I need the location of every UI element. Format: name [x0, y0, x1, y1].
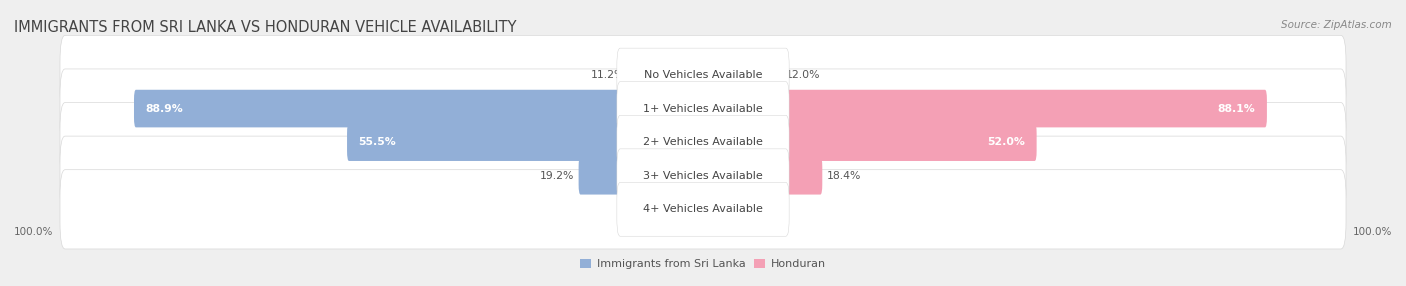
- FancyBboxPatch shape: [60, 136, 1346, 215]
- FancyBboxPatch shape: [702, 157, 823, 194]
- FancyBboxPatch shape: [60, 102, 1346, 182]
- FancyBboxPatch shape: [60, 35, 1346, 115]
- Text: 6.1%: 6.1%: [748, 204, 776, 214]
- Text: 4+ Vehicles Available: 4+ Vehicles Available: [643, 204, 763, 214]
- Text: 100.0%: 100.0%: [14, 227, 53, 237]
- FancyBboxPatch shape: [617, 115, 789, 169]
- Legend: Immigrants from Sri Lanka, Honduran: Immigrants from Sri Lanka, Honduran: [579, 259, 827, 269]
- Text: IMMIGRANTS FROM SRI LANKA VS HONDURAN VEHICLE AVAILABILITY: IMMIGRANTS FROM SRI LANKA VS HONDURAN VE…: [14, 20, 516, 35]
- FancyBboxPatch shape: [579, 157, 704, 194]
- Text: 2+ Vehicles Available: 2+ Vehicles Available: [643, 137, 763, 147]
- FancyBboxPatch shape: [702, 90, 1267, 127]
- Text: 3+ Vehicles Available: 3+ Vehicles Available: [643, 171, 763, 181]
- FancyBboxPatch shape: [617, 149, 789, 202]
- FancyBboxPatch shape: [617, 82, 789, 136]
- Text: 1+ Vehicles Available: 1+ Vehicles Available: [643, 104, 763, 114]
- Text: 18.4%: 18.4%: [827, 171, 860, 181]
- Text: 88.9%: 88.9%: [145, 104, 183, 114]
- Text: 52.0%: 52.0%: [987, 137, 1025, 147]
- FancyBboxPatch shape: [617, 48, 789, 102]
- Text: 19.2%: 19.2%: [540, 171, 574, 181]
- Text: Source: ZipAtlas.com: Source: ZipAtlas.com: [1281, 20, 1392, 30]
- FancyBboxPatch shape: [630, 56, 704, 94]
- Text: 11.2%: 11.2%: [591, 70, 626, 80]
- Text: 6.1%: 6.1%: [630, 204, 658, 214]
- FancyBboxPatch shape: [617, 182, 789, 236]
- FancyBboxPatch shape: [702, 190, 744, 228]
- Text: 88.1%: 88.1%: [1218, 104, 1256, 114]
- Text: 55.5%: 55.5%: [359, 137, 396, 147]
- FancyBboxPatch shape: [347, 123, 704, 161]
- FancyBboxPatch shape: [60, 170, 1346, 249]
- Text: 100.0%: 100.0%: [1353, 227, 1392, 237]
- Text: No Vehicles Available: No Vehicles Available: [644, 70, 762, 80]
- FancyBboxPatch shape: [702, 56, 782, 94]
- FancyBboxPatch shape: [662, 190, 704, 228]
- FancyBboxPatch shape: [60, 69, 1346, 148]
- FancyBboxPatch shape: [702, 123, 1036, 161]
- Text: 12.0%: 12.0%: [786, 70, 821, 80]
- FancyBboxPatch shape: [134, 90, 704, 127]
